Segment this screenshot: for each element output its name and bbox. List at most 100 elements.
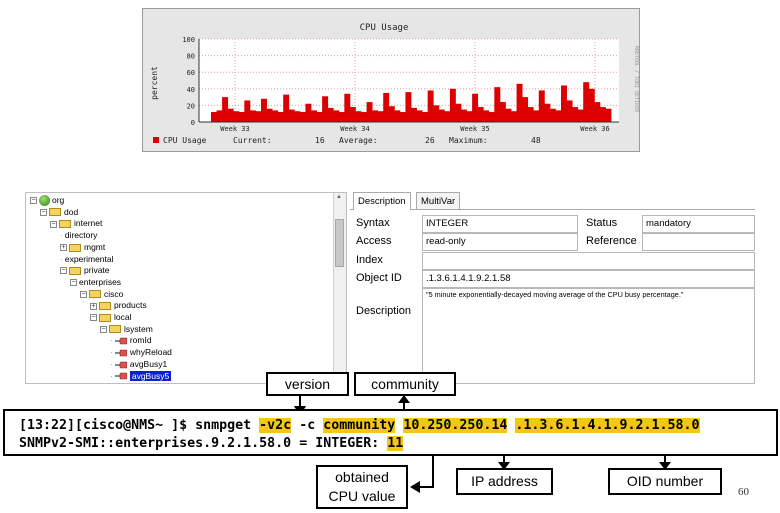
objectid-value: .1.3.6.1.4.1.9.2.1.58 xyxy=(422,270,755,288)
collapse-icon[interactable]: − xyxy=(50,220,57,228)
cpu-usage-bar xyxy=(211,112,217,122)
cpu-usage-bar xyxy=(538,90,545,122)
cpu-usage-bar xyxy=(244,100,251,122)
cpu-usage-bar xyxy=(333,110,340,122)
cpu-usage-bar xyxy=(427,90,434,122)
legend-series-name: CPU Usage xyxy=(163,136,207,145)
collapse-icon[interactable]: − xyxy=(30,197,37,205)
cpu-usage-bar xyxy=(411,107,417,122)
expand-icon[interactable]: + xyxy=(90,302,97,310)
tree-scroll-thumb[interactable] xyxy=(335,219,344,267)
tree-connector: · xyxy=(60,253,63,264)
y-tick-label: 20 xyxy=(187,102,195,110)
tab-multivar[interactable]: MultiVar xyxy=(416,192,461,210)
tree-item-org[interactable]: − org xyxy=(30,195,64,207)
tree-item-label: romId xyxy=(129,335,152,346)
cpu-usage-bar xyxy=(416,110,423,122)
tree-item-internet[interactable]: − internet xyxy=(50,218,102,229)
objectid-label: Object ID xyxy=(356,272,402,284)
cpu-usage-bar xyxy=(588,88,595,122)
collapse-icon[interactable]: − xyxy=(70,279,77,287)
terminal-command-box: [13:22][cisco@NMS~ ]$ snmpget -v2c -c co… xyxy=(3,409,778,456)
cpu-usage-bar xyxy=(344,93,351,122)
tree-item-label: local xyxy=(114,312,132,322)
status-value: mandatory xyxy=(642,215,755,233)
cpu-usage-bar xyxy=(516,83,523,122)
tree-item-avgbusy1[interactable]: · avgBusy1 xyxy=(110,359,167,370)
chart-title: CPU Usage xyxy=(360,23,409,33)
tree-item-dod[interactable]: − dod xyxy=(40,207,78,218)
tree-item-lsystem[interactable]: − lsystem xyxy=(100,324,153,335)
cpu-usage-bar xyxy=(549,108,556,122)
tree-item-private[interactable]: − private xyxy=(60,265,110,276)
oid-value: .1.3.6.1.4.1.9.2.1.58.0 xyxy=(515,418,700,433)
cpu-usage-bar xyxy=(483,110,490,122)
collapse-icon[interactable]: − xyxy=(90,314,97,322)
tree-item-cisco[interactable]: − cisco xyxy=(80,289,123,300)
scroll-up-icon[interactable]: ▲ xyxy=(336,194,342,200)
y-tick-label: 60 xyxy=(187,69,195,77)
annotation-ip-address: IP address xyxy=(456,468,553,495)
x-tick-label: Week 36 xyxy=(580,125,610,133)
folder-icon xyxy=(69,266,81,275)
tree-item-label: lsystem xyxy=(124,323,153,334)
cpu-usage-bar xyxy=(544,103,551,122)
cpu-usage-bar xyxy=(349,107,356,122)
cpu-usage-bar xyxy=(322,96,329,122)
collapse-icon[interactable]: − xyxy=(40,208,47,216)
syntax-label: Syntax xyxy=(356,217,390,229)
cpu-usage-bar xyxy=(533,110,540,122)
mib-leaf-icon xyxy=(114,337,127,345)
cpu-usage-bar xyxy=(388,106,395,122)
cpu-usage-bar xyxy=(522,97,529,122)
access-value: read-only xyxy=(422,233,578,251)
collapse-icon[interactable]: − xyxy=(100,325,107,333)
version-flag: -v2c xyxy=(259,418,292,433)
chart-side-label: RRDTOOL / TOBI OETIKER xyxy=(633,46,639,113)
cpu-usage-bar xyxy=(472,93,479,122)
cpu-usage-bar xyxy=(277,112,284,122)
annotation-version: version xyxy=(266,372,349,396)
cpu-usage-bar xyxy=(527,107,534,122)
tree-root-icon xyxy=(39,195,50,207)
tree-item-label: whyReload xyxy=(129,347,172,358)
collapse-icon[interactable]: − xyxy=(60,267,67,275)
tree-item-local[interactable]: − local xyxy=(90,312,131,323)
folder-icon xyxy=(99,313,111,322)
tree-item-enterprises[interactable]: − enterprises xyxy=(70,277,121,288)
reference-label: Reference xyxy=(586,235,637,247)
cpu-usage-bar xyxy=(266,108,273,122)
tree-connector: · xyxy=(110,358,113,369)
x-tick-label: Week 34 xyxy=(340,125,370,133)
tree-item-mgmt[interactable]: + mgmt xyxy=(60,242,105,253)
cpu-usage-bar xyxy=(461,109,467,122)
reference-value xyxy=(642,233,755,251)
tab-description[interactable]: Description xyxy=(353,192,411,210)
tree-item-whyreload[interactable]: · whyReload xyxy=(110,347,172,358)
y-tick-label: 0 xyxy=(191,119,195,127)
arrow-head-ip xyxy=(498,462,510,470)
x-tick-label: Week 35 xyxy=(460,125,490,133)
tree-item-products[interactable]: + products xyxy=(90,300,147,311)
legend-average-label: Average: xyxy=(339,136,378,145)
tree-item-label: cisco xyxy=(104,288,124,299)
cpu-usage-bar xyxy=(299,112,306,122)
tree-item-avgbusy5[interactable]: · avgBusy5 xyxy=(110,370,172,382)
tree-item-romid[interactable]: · romId xyxy=(110,335,152,346)
mib-leaf-icon xyxy=(114,372,127,380)
cpu-usage-bar xyxy=(433,105,440,122)
cpu-usage-bar xyxy=(238,112,245,122)
tree-item-directory[interactable]: · directory xyxy=(60,230,97,241)
tree-item-label: avgBusy1 xyxy=(129,358,168,369)
cpu-usage-bar xyxy=(294,111,301,122)
collapse-icon[interactable]: − xyxy=(80,290,87,298)
expand-icon[interactable]: + xyxy=(60,244,67,252)
tree-scrollbar[interactable]: ▲ xyxy=(333,193,346,383)
tree-item-label: dod xyxy=(64,206,79,217)
x-tick-label: Week 33 xyxy=(220,125,250,133)
tree-item-experimental[interactable]: · experimental xyxy=(60,254,114,265)
command-prompt: [13:22][cisco@NMS~ ]$ snmpget xyxy=(19,418,260,433)
legend-maximum-value: 48 xyxy=(531,136,541,145)
result-line: SNMPv2-SMI::enterprises.9.2.1.58.0 = INT… xyxy=(19,435,404,453)
chart-ylabel: percent xyxy=(150,66,159,100)
